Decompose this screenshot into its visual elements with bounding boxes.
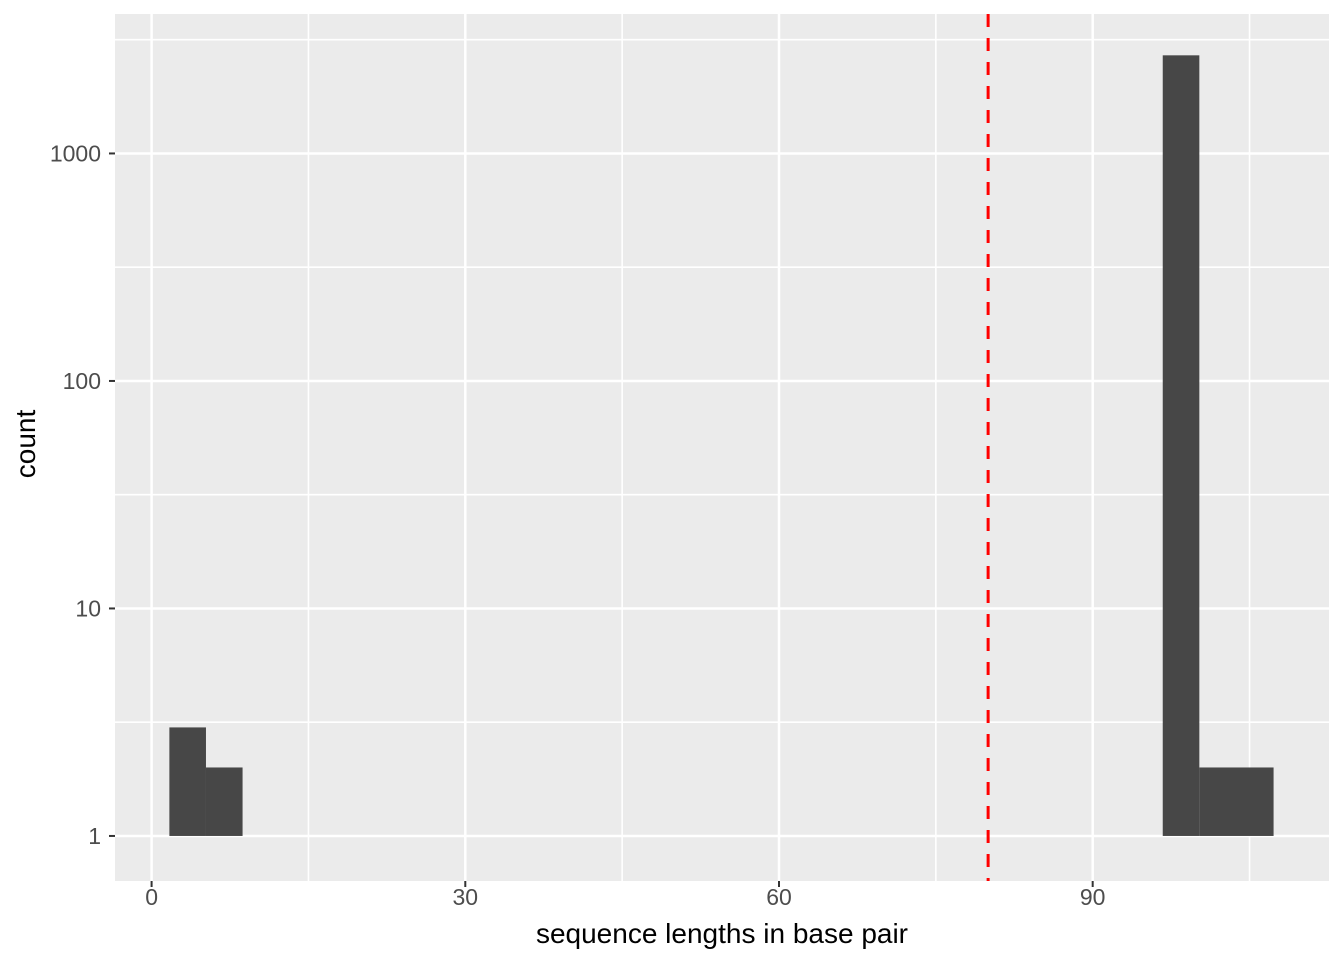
histogram-bar [1162,55,1200,836]
x-tick-label: 0 [145,884,158,910]
y-tick-label: 10 [75,595,101,621]
x-axis-title: sequence lengths in base pair [535,918,909,949]
x-tick-label: 90 [1080,884,1106,910]
x-tick-label: 30 [452,884,478,910]
y-axis-title: count [10,409,41,479]
histogram-bar [1199,767,1274,836]
histogram-bar [169,727,206,836]
y-tick-label: 1000 [50,140,101,166]
y-tick-label: 1 [88,823,101,849]
histogram-bar [205,767,243,836]
x-tick-label: 60 [766,884,792,910]
plot-panel [115,14,1329,881]
y-tick-label: 100 [63,368,101,394]
